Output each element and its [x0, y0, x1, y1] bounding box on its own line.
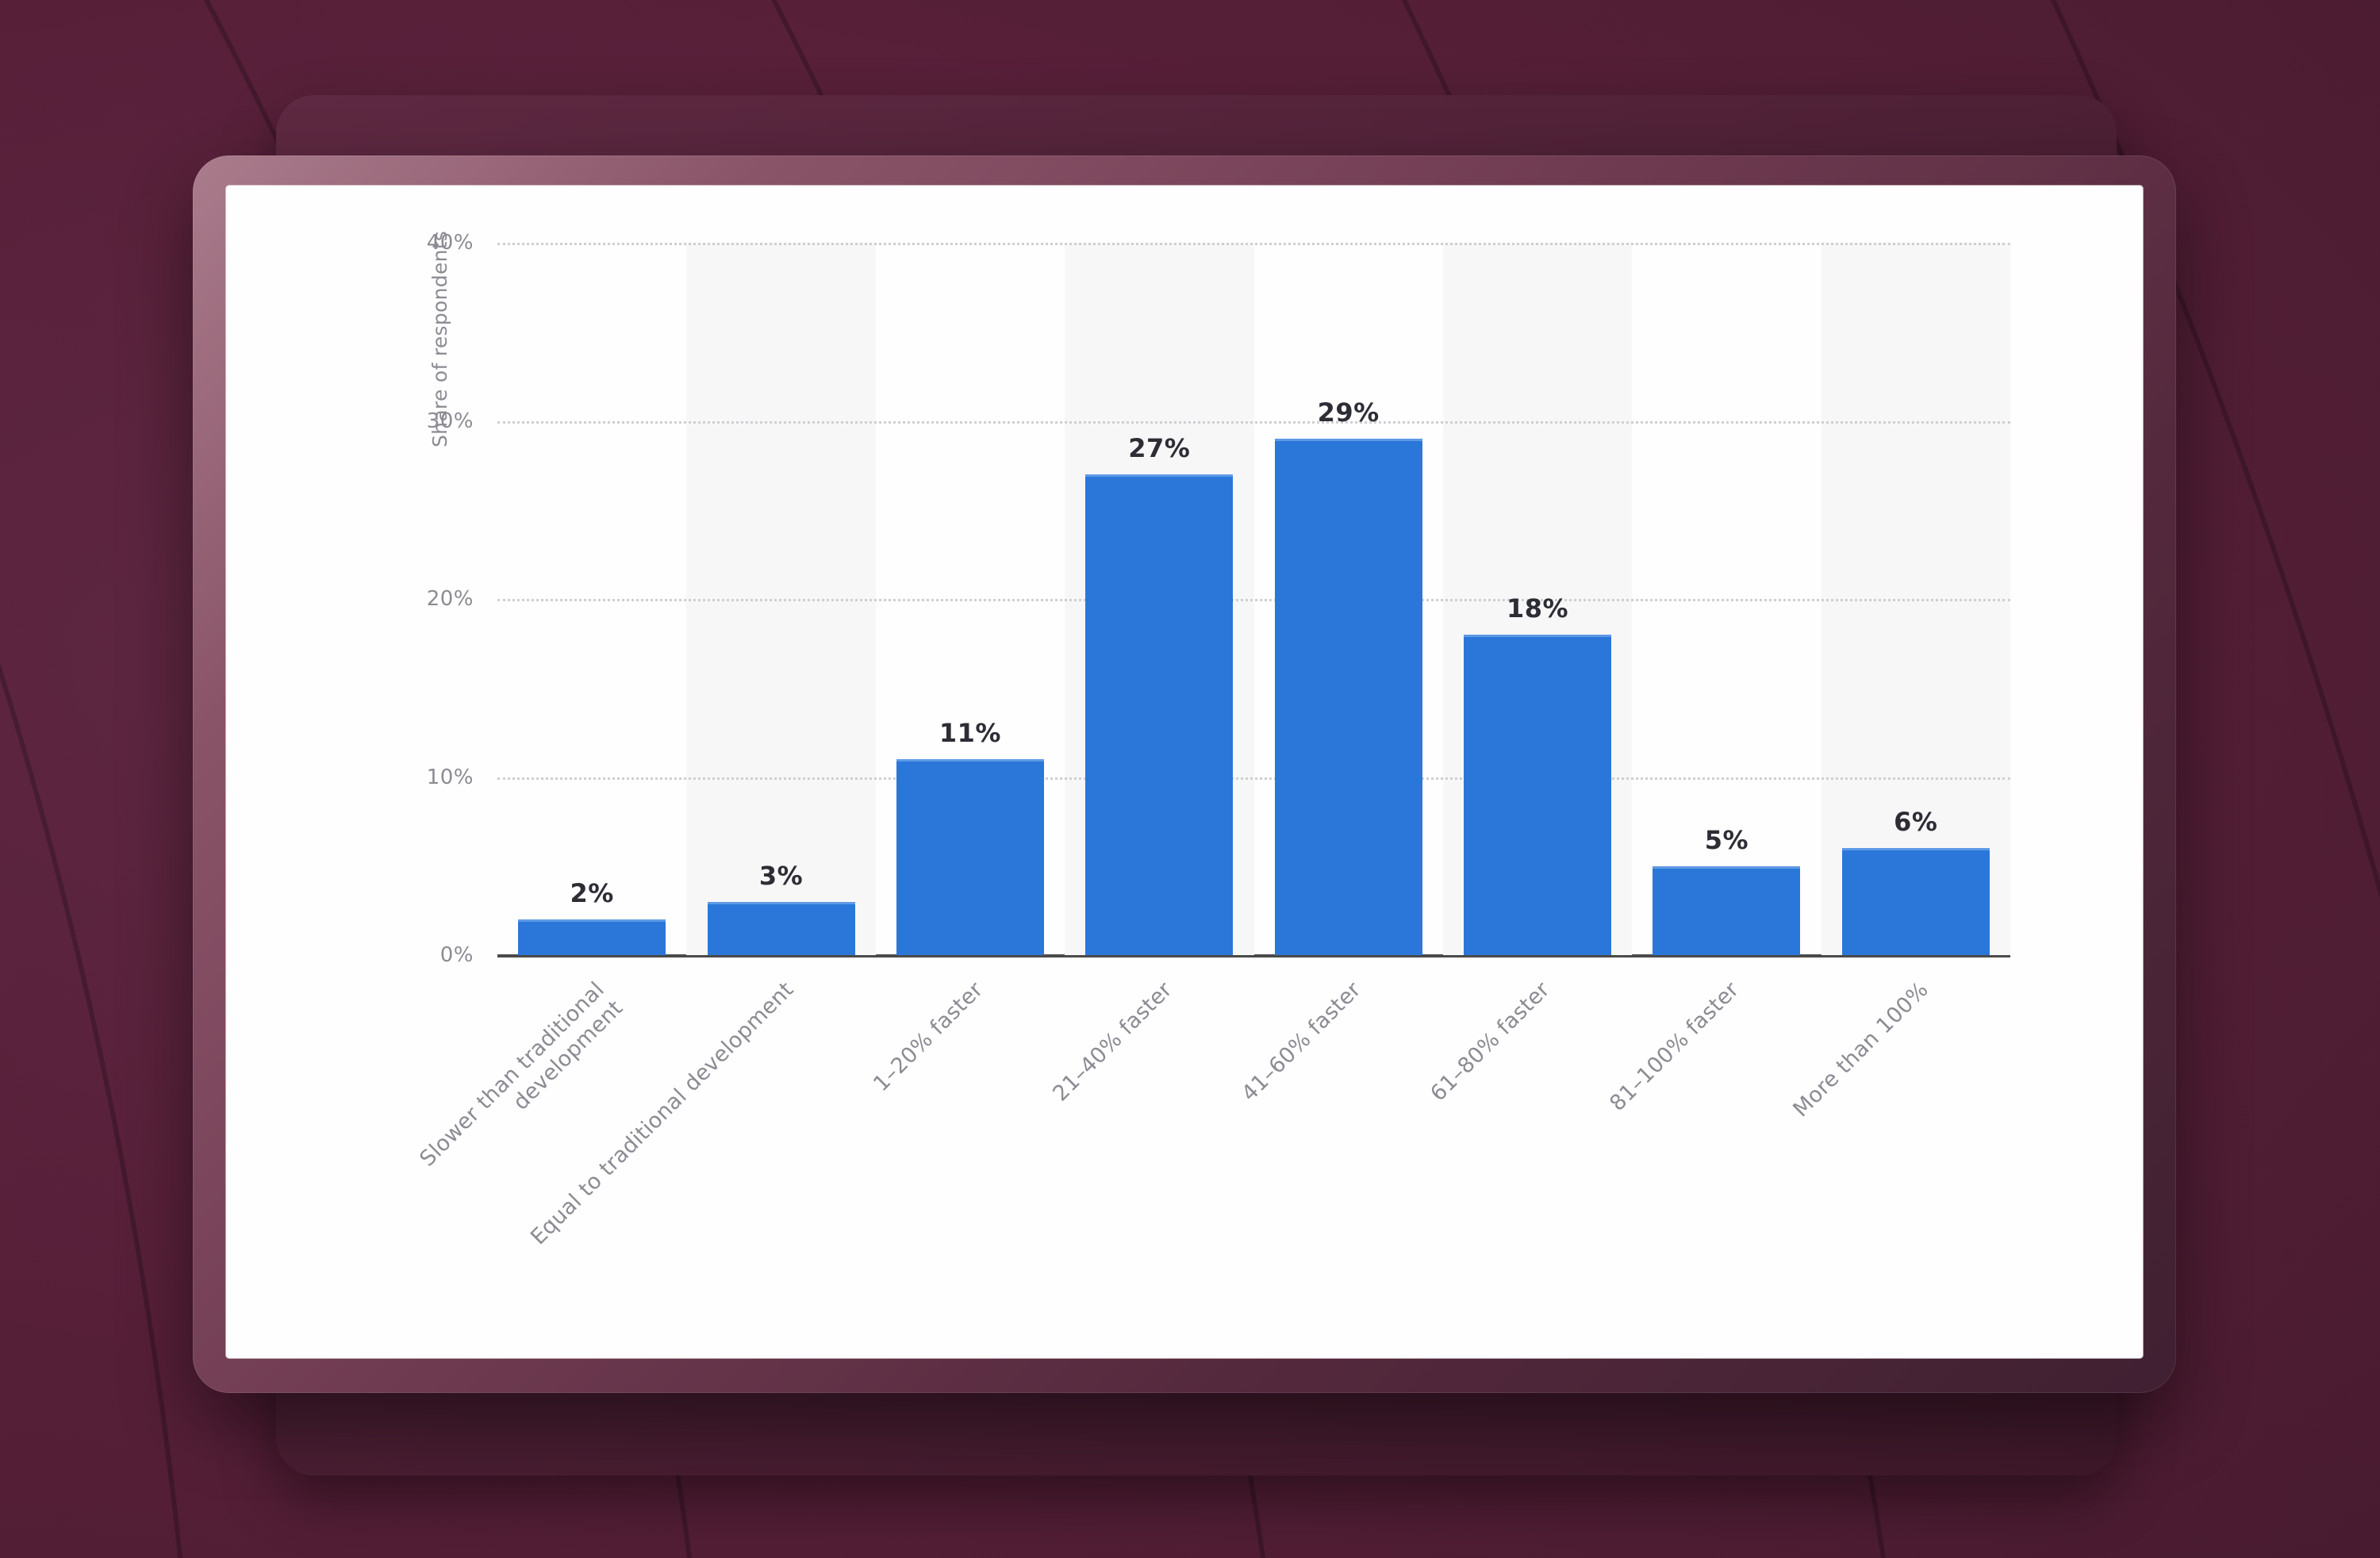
bar-slot: 5% 81–100% faster — [1606, 243, 1821, 1116]
plot-area: 0% 10% 20% 30% 40% 2% Slower than traditional … — [415, 231, 2010, 1249]
y-axis-tick-label: 30% — [426, 409, 474, 433]
gridline — [497, 420, 2010, 424]
bar[interactable] — [518, 919, 666, 955]
y-axis-tick-label: 10% — [426, 765, 474, 789]
x-axis-tick-label: 41–60% faster — [1237, 977, 1366, 1107]
bar-value-label: 3% — [758, 860, 804, 891]
x-axis-line — [497, 954, 2010, 957]
bar[interactable] — [1841, 848, 1990, 955]
bar-slot: 2% Slower than traditional development — [415, 243, 686, 1172]
x-axis-tick-label: 21–40% faster — [1047, 977, 1177, 1107]
gridline — [497, 777, 2010, 780]
gridline — [497, 243, 2010, 245]
x-axis-tick-label: 1–20% faster — [868, 977, 988, 1097]
bar[interactable] — [1464, 634, 1612, 955]
bar-value-label: 6% — [1894, 807, 1938, 838]
bar-value-label: 27% — [1128, 432, 1191, 463]
bar[interactable] — [896, 759, 1044, 955]
bar-value-label: 29% — [1317, 397, 1380, 428]
device-frame: Share of respondents 0% 10% 20% 30% 40% 2% Slo… — [193, 155, 2176, 1393]
bar[interactable] — [1274, 438, 1422, 955]
x-axis-tick-label: More than 100% — [1788, 977, 1933, 1122]
bar-slot: 29% 41–60% faster — [1237, 243, 1443, 1106]
bar-value-label: 18% — [1507, 593, 1569, 624]
bar-value-label: 5% — [1704, 824, 1749, 855]
x-axis-tick-label: 61–80% faster — [1426, 977, 1555, 1107]
bar-value-label: 2% — [570, 878, 614, 909]
bar-value-label: 11% — [939, 718, 1001, 749]
gridline — [497, 599, 2010, 601]
bar-slot: 11% 1–20% faster — [869, 243, 1065, 1096]
bar-slot: 6% More than 100% — [1788, 243, 2010, 1122]
screen: Share of respondents 0% 10% 20% 30% 40% 2% Slo… — [226, 186, 2143, 1358]
x-axis-tick-label: Slower than traditional development — [415, 977, 628, 1172]
bar-slot: 3% Equal to traditional development — [526, 243, 875, 1249]
bar-slot: 18% 61–80% faster — [1426, 243, 1632, 1106]
y-axis-tick-label: 40% — [426, 231, 474, 255]
bar-slot: 27% 21–40% faster — [1048, 243, 1253, 1106]
bar[interactable] — [1085, 474, 1234, 955]
x-axis-tick-label: 81–100% faster — [1605, 977, 1745, 1116]
y-axis-tick-label: 20% — [426, 587, 474, 611]
y-axis-tick-label: 0% — [440, 943, 474, 967]
bar-chart: Share of respondents 0% 10% 20% 30% 40% 2% Slo… — [226, 186, 2143, 1358]
bar[interactable] — [707, 901, 855, 955]
bar[interactable] — [1653, 865, 1801, 955]
